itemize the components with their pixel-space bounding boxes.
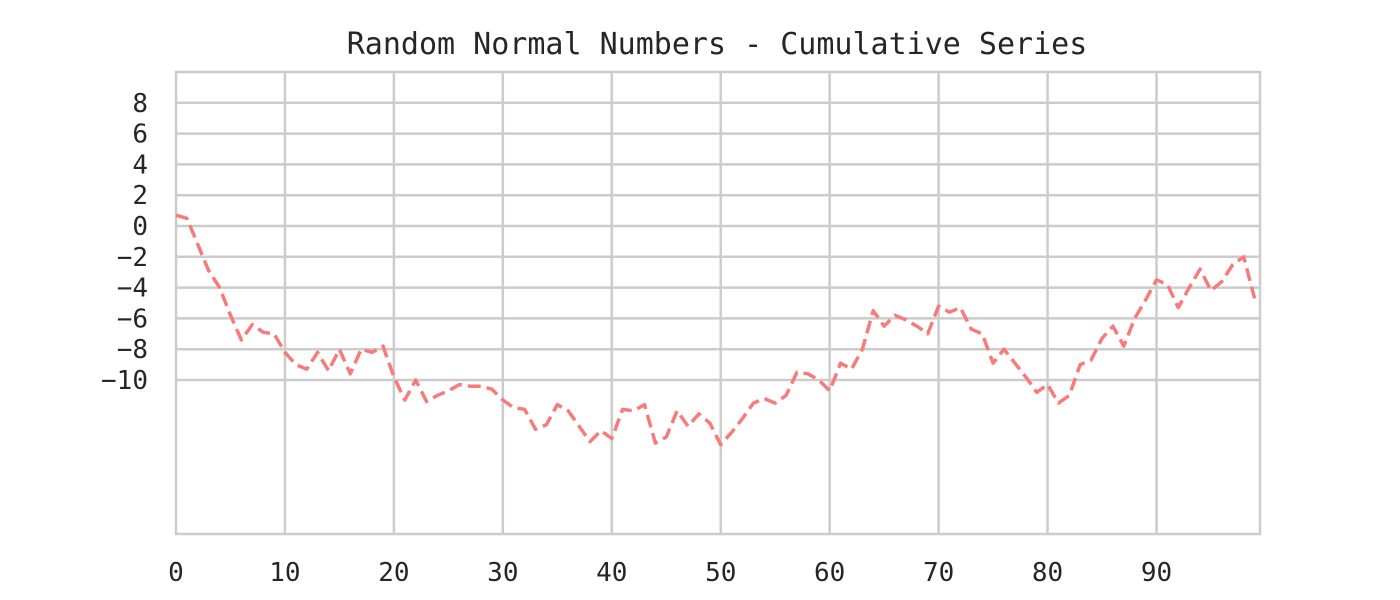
y-tick-label: −4: [117, 274, 148, 304]
x-tick-label: 10: [269, 558, 300, 588]
x-tick-label: 70: [923, 558, 954, 588]
x-tick-label: 20: [378, 558, 409, 588]
y-tick-label: 6: [132, 120, 148, 150]
y-tick-label: −10: [101, 366, 148, 396]
chart-title: Random Normal Numbers - Cumulative Serie…: [347, 27, 1088, 62]
series-layer: [175, 213, 1257, 447]
y-tick-label: −6: [117, 304, 148, 334]
x-tick-label: 40: [596, 558, 627, 588]
y-tick-label: −2: [117, 243, 148, 273]
y-tick-label: −8: [117, 335, 148, 365]
gridlines: [176, 72, 1260, 534]
x-tick-label: 90: [1141, 558, 1172, 588]
x-tick-label: 60: [814, 558, 845, 588]
x-tick-label: 50: [705, 558, 736, 588]
series-line: [175, 213, 1257, 447]
y-tick-label: 0: [132, 212, 148, 242]
plot-area: [174, 70, 1262, 536]
y-tick-label: 4: [132, 150, 148, 180]
y-tick-label: 2: [132, 181, 148, 211]
y-tick-label: 8: [132, 89, 148, 119]
x-tick-label: 30: [487, 558, 518, 588]
x-axis-ticks: 0 10 20 30 40 50 60 70 80 90: [168, 558, 1172, 588]
x-tick-label: 80: [1032, 558, 1063, 588]
x-tick-label: 0: [168, 558, 184, 588]
